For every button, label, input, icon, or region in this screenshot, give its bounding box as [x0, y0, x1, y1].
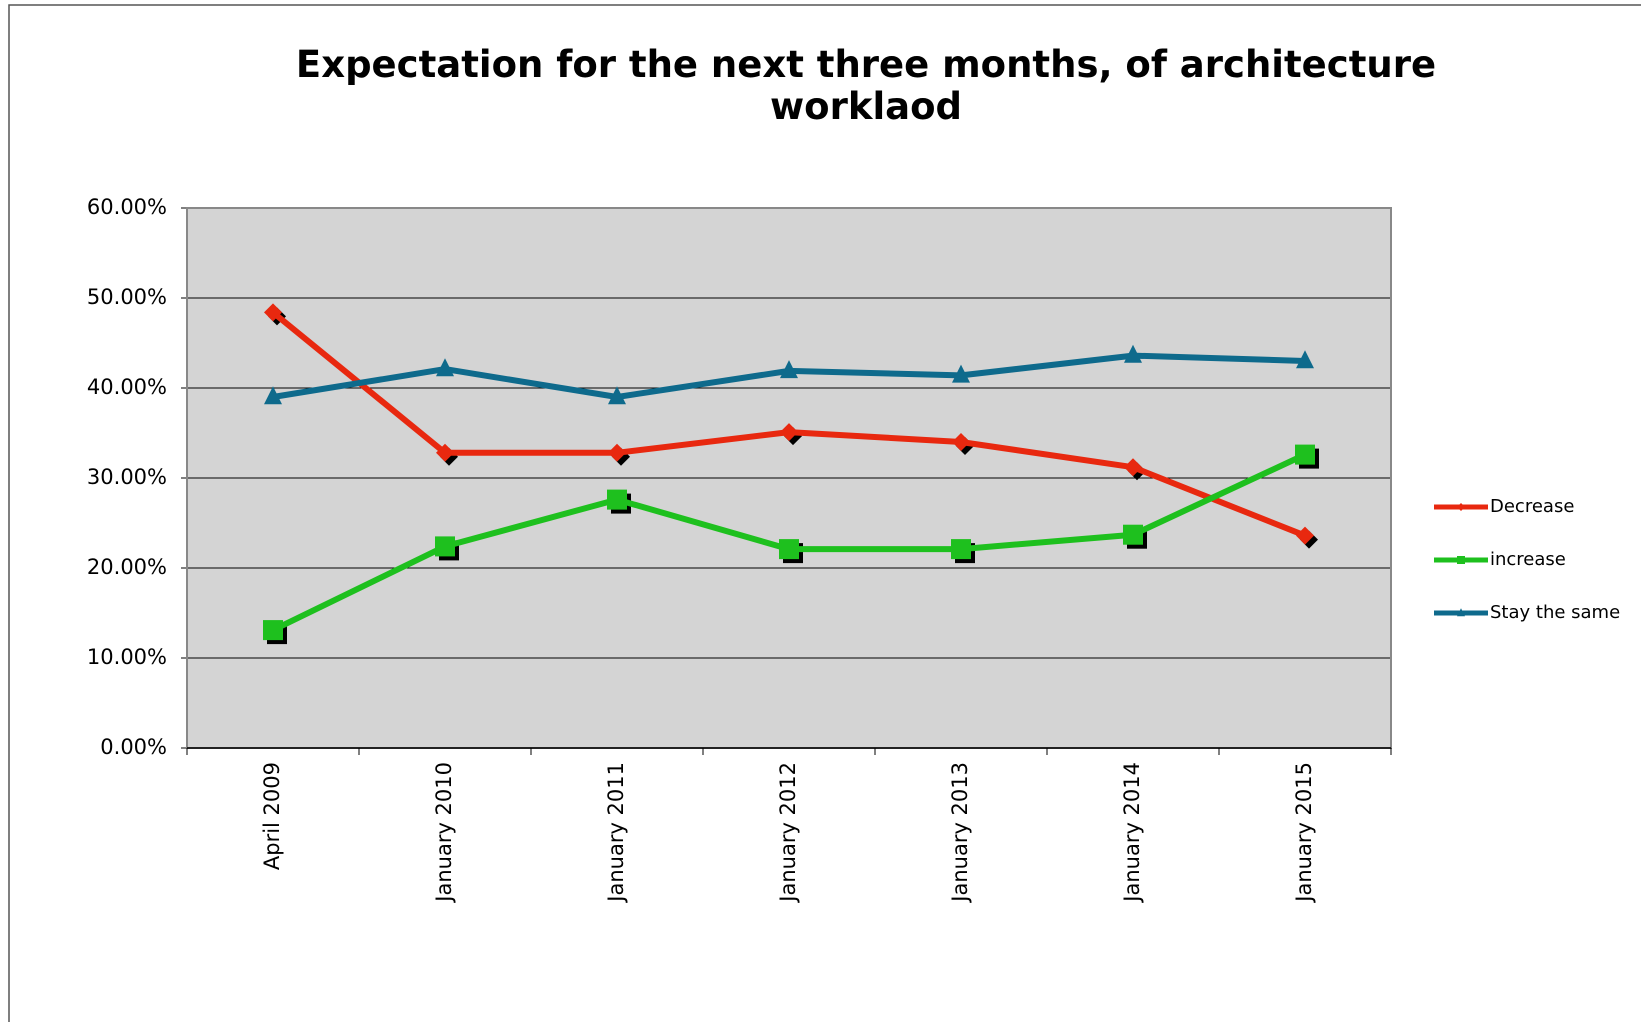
frame — [8, 4, 1641, 1022]
marker — [264, 386, 282, 405]
x-tick-label: January 2012 — [776, 762, 800, 904]
marker — [1457, 556, 1465, 564]
x-tick-label: April 2009 — [260, 762, 284, 870]
marker — [780, 360, 798, 379]
marker — [1296, 526, 1314, 545]
y-tick-label: 60.00% — [87, 195, 167, 219]
y-tick-label: 10.00% — [87, 645, 167, 669]
marker — [780, 423, 798, 442]
marker — [952, 364, 970, 383]
marker — [779, 539, 799, 560]
marker — [436, 443, 454, 462]
marker — [1295, 444, 1315, 465]
marker — [263, 620, 283, 641]
legend-label: Stay the same — [1490, 602, 1620, 623]
marker — [1123, 524, 1143, 545]
chart-title: Expectation for the next three months, o… — [295, 43, 1437, 128]
marker — [607, 489, 627, 510]
marker — [1296, 350, 1314, 369]
marker — [952, 433, 970, 451]
marker — [1124, 344, 1142, 363]
y-tick-label: 40.00% — [87, 375, 167, 399]
legend-label: increase — [1490, 549, 1566, 570]
y-tick-label: 20.00% — [87, 555, 167, 579]
y-tick-label: 30.00% — [87, 465, 167, 489]
marker — [435, 536, 455, 557]
marker — [436, 358, 454, 377]
x-tick-label: January 2014 — [1120, 762, 1144, 904]
y-tick-label: 0.00% — [100, 735, 167, 759]
x-tick-label: January 2010 — [432, 762, 456, 904]
x-tick-label: January 2011 — [604, 762, 628, 904]
marker — [608, 443, 626, 462]
marker — [951, 539, 971, 560]
marker — [1457, 608, 1465, 617]
marker — [264, 303, 282, 322]
legend-label: Decrease — [1490, 496, 1574, 517]
marker — [608, 386, 626, 405]
x-tick-label: January 2013 — [948, 762, 972, 904]
x-tick-label: January 2015 — [1292, 762, 1316, 904]
y-tick-label: 50.00% — [87, 285, 167, 309]
marker — [1124, 458, 1142, 477]
marker — [1457, 503, 1465, 511]
